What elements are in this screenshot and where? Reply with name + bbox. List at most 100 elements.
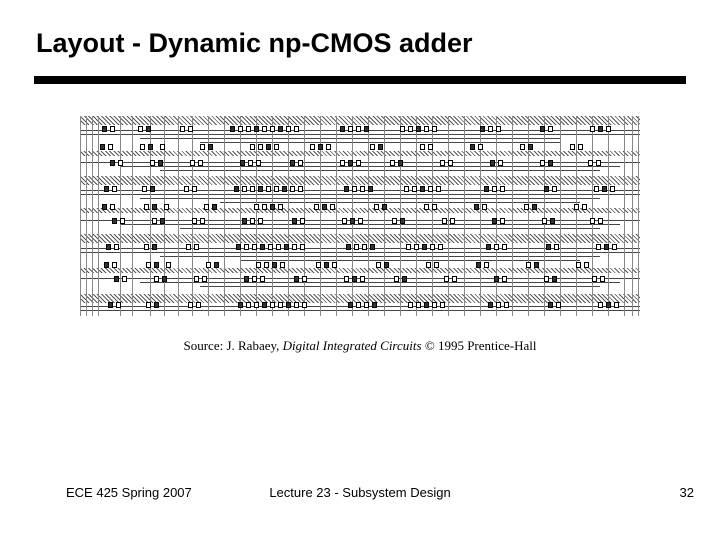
transistor-cell: [294, 126, 299, 132]
transistor-cell: [166, 262, 171, 268]
transistor-cell: [144, 204, 149, 210]
transistor-cell: [322, 204, 327, 210]
transistor-cell: [108, 144, 113, 150]
vertical-track: [272, 116, 273, 316]
transistor-cell: [152, 204, 157, 210]
transistor-cell: [162, 276, 167, 282]
transistor-cell: [340, 126, 345, 132]
transistor-cell: [158, 160, 163, 166]
transistor-cell: [244, 244, 249, 250]
transistor-cell: [302, 276, 307, 282]
transistor-cell: [614, 302, 619, 308]
transistor-cell: [400, 126, 405, 132]
transistor-cell: [294, 276, 299, 282]
transistor-cell: [122, 276, 127, 282]
transistor-cell: [194, 244, 199, 250]
transistor-cell: [360, 276, 365, 282]
transistor-cell: [552, 276, 557, 282]
page-number: 32: [680, 485, 694, 500]
transistor-cell: [368, 186, 373, 192]
transistor-cell: [314, 204, 319, 210]
transistor-cell: [432, 126, 437, 132]
transistor-cell: [526, 262, 531, 268]
transistor-cell: [284, 244, 289, 250]
transistor-cell: [476, 262, 481, 268]
transistor-cell: [438, 244, 443, 250]
metal-route: [240, 260, 580, 261]
transistor-cell: [244, 276, 249, 282]
transistor-cell: [140, 144, 145, 150]
transistor-cell: [398, 160, 403, 166]
transistor-cell: [556, 302, 561, 308]
transistor-cell: [548, 302, 553, 308]
transistor-cell: [290, 160, 295, 166]
transistor-cell: [154, 276, 159, 282]
vertical-track: [256, 116, 257, 316]
transistor-cell: [118, 160, 123, 166]
transistor-cell: [200, 218, 205, 224]
transistor-cell: [108, 302, 113, 308]
transistor-cell: [110, 126, 115, 132]
transistor-cell: [342, 218, 347, 224]
transistor-cell: [344, 276, 349, 282]
transistor-cell: [478, 144, 483, 150]
vertical-track: [400, 116, 401, 316]
vertical-track: [368, 116, 369, 316]
transistor-cell: [160, 144, 165, 150]
transistor-cell: [492, 186, 497, 192]
transistor-cell: [532, 204, 537, 210]
transistor-cell: [404, 186, 409, 192]
transistor-cell: [544, 186, 549, 192]
transistor-cell: [150, 186, 155, 192]
vertical-track: [576, 116, 577, 316]
transistor-cell: [496, 302, 501, 308]
transistor-cell: [254, 126, 259, 132]
vertical-track: [592, 116, 593, 316]
transistor-cell: [254, 302, 259, 308]
transistor-cell: [606, 126, 611, 132]
transistor-cell: [426, 262, 431, 268]
transistor-cell: [358, 218, 363, 224]
transistor-cell: [600, 276, 605, 282]
transistor-cell: [452, 276, 457, 282]
transistor-cell: [246, 126, 251, 132]
transistor-cell: [114, 276, 119, 282]
transistor-cell: [262, 204, 267, 210]
transistor-cell: [494, 276, 499, 282]
transistor-cell: [102, 126, 107, 132]
transistor-cell: [114, 244, 119, 250]
transistor-cell: [482, 204, 487, 210]
metal-route: [160, 170, 600, 171]
transistor-cell: [116, 302, 121, 308]
transistor-cell: [360, 186, 365, 192]
slide: Layout - Dynamic np-CMOS adder Source: J…: [0, 0, 720, 540]
transistor-cell: [504, 302, 509, 308]
transistor-cell: [282, 186, 287, 192]
cmos-layout-figure: [80, 116, 640, 316]
transistor-cell: [370, 144, 375, 150]
title-underline: [34, 76, 686, 84]
transistor-cell: [262, 126, 267, 132]
transistor-cell: [192, 186, 197, 192]
transistor-cell: [596, 244, 601, 250]
transistor-cell: [252, 244, 257, 250]
transistor-cell: [590, 126, 595, 132]
transistor-cell: [278, 204, 283, 210]
vertical-track: [80, 116, 81, 316]
transistor-cell: [356, 160, 361, 166]
transistor-cell: [198, 160, 203, 166]
transistor-cell: [274, 144, 279, 150]
transistor-cell: [268, 244, 273, 250]
transistor-cell: [502, 244, 507, 250]
transistor-cell: [258, 186, 263, 192]
figure-caption: Source: J. Rabaey, Digital Integrated Ci…: [0, 338, 720, 354]
transistor-cell: [590, 218, 595, 224]
metal-route: [140, 138, 560, 139]
transistor-cell: [484, 186, 489, 192]
transistor-cell: [298, 160, 303, 166]
transistor-cell: [300, 244, 305, 250]
transistor-cell: [416, 126, 421, 132]
transistor-cell: [402, 276, 407, 282]
transistor-cell: [424, 302, 429, 308]
transistor-cell: [200, 144, 205, 150]
